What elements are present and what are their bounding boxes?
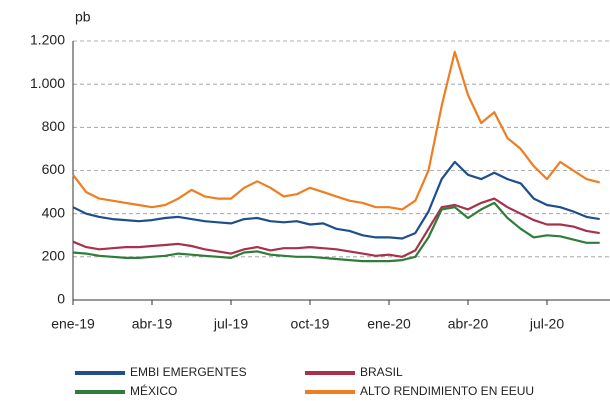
x-tick-label: oct-19 xyxy=(291,316,330,332)
x-tick-label: ene-20 xyxy=(367,316,411,332)
y-tick-label: 600 xyxy=(42,161,66,177)
y-tick-label: 200 xyxy=(42,248,66,264)
legend-label: MÉXICO xyxy=(130,383,177,398)
series-line xyxy=(72,50,600,211)
legend-label: ALTO RENDIMIENTO EN EEUU xyxy=(360,384,534,398)
series-line xyxy=(72,160,600,240)
x-tick-label: ene-19 xyxy=(51,316,95,332)
legend-label: EMBI EMERGENTES xyxy=(130,365,247,379)
y-tick-label: 800 xyxy=(42,118,66,134)
x-tick-label: jul-20 xyxy=(529,316,564,332)
series-line xyxy=(72,197,600,258)
x-tick-label: jul-19 xyxy=(213,316,248,332)
y-tick-label: 1.200 xyxy=(30,32,65,48)
series-line xyxy=(72,201,600,263)
x-tick-label: abr-19 xyxy=(132,316,173,332)
y-tick-label: 400 xyxy=(42,204,66,220)
y-unit: pb xyxy=(75,9,91,25)
x-tick-label: abr-20 xyxy=(448,316,489,332)
y-tick-label: 1.000 xyxy=(30,75,65,91)
y-tick-label: 0 xyxy=(57,291,65,307)
legend-label: BRASIL xyxy=(360,365,403,379)
